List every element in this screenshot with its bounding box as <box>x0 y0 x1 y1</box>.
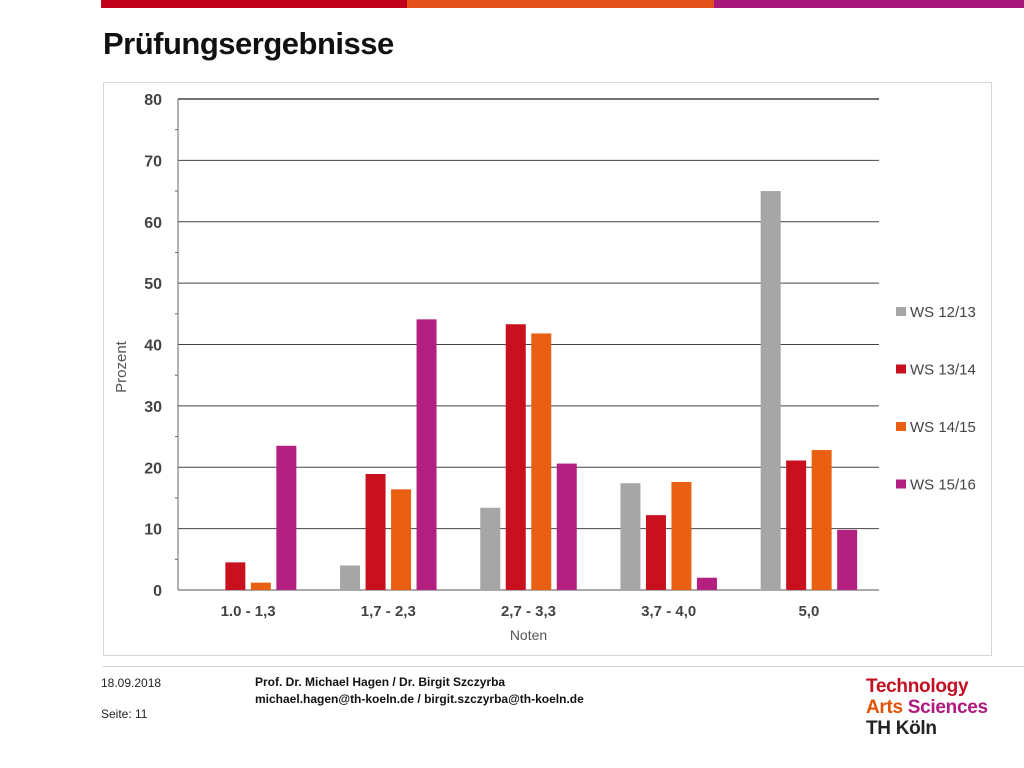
bar <box>837 529 858 590</box>
bar <box>531 333 552 590</box>
bar <box>760 191 781 590</box>
footer-page-number: Seite: 11 <box>101 707 148 721</box>
bar <box>276 445 297 590</box>
x-axis-title: Noten <box>510 627 547 643</box>
legend-swatch <box>896 307 906 316</box>
bar <box>811 450 832 590</box>
y-tick-label: 70 <box>144 153 162 170</box>
bar <box>620 483 641 590</box>
footer-divider <box>103 666 1024 667</box>
y-tick-label: 50 <box>144 276 162 293</box>
y-tick-label: 60 <box>144 215 162 232</box>
bar <box>556 463 577 590</box>
footer-date: 18.09.2018 <box>101 676 162 690</box>
logo-th-koeln: TH Köln <box>866 718 937 739</box>
legend-label: WS 12/13 <box>910 304 976 321</box>
x-tick-label: 3,7 - 4,0 <box>641 603 696 620</box>
bar <box>365 474 386 590</box>
slide-title: Prüfungsergebnisse <box>103 26 394 61</box>
legend-label: WS 13/14 <box>910 362 976 379</box>
bar-chart: 0 10 20 30 40 50 60 70 80 1.0 - 1,3 1,7 - 2,3 2,7 -… <box>113 92 976 643</box>
footer-emails: michael.hagen@th-koeln.de / birgit.szczy… <box>255 692 584 706</box>
y-tick-label: 30 <box>144 399 162 416</box>
legend-swatch <box>896 422 906 431</box>
bar <box>671 481 692 590</box>
bar <box>416 319 437 590</box>
legend-label: WS 15/16 <box>910 477 976 494</box>
x-tick-label: 5,0 <box>798 603 819 620</box>
legend-label: WS 14/15 <box>910 419 976 436</box>
bar <box>250 582 271 590</box>
y-tick-label: 10 <box>144 522 162 539</box>
logo-technology: Technology <box>866 676 969 697</box>
y-tick-label: 80 <box>144 92 162 109</box>
chart-frame: 0 10 20 30 40 50 60 70 80 1.0 - 1,3 1,7 - 2,3 2,7 -… <box>103 82 992 656</box>
accent-segment-magenta <box>714 0 1024 8</box>
accent-segment-red <box>101 0 407 8</box>
bar <box>696 577 717 590</box>
bar <box>645 515 666 590</box>
y-axis-title: Prozent <box>113 340 130 393</box>
y-tick-label: 40 <box>144 338 162 355</box>
bar <box>786 460 807 590</box>
x-tick-label: 1.0 - 1,3 <box>221 603 276 620</box>
accent-segment-orange <box>407 0 714 8</box>
x-tick-label: 1,7 - 2,3 <box>361 603 416 620</box>
top-accent-bar <box>101 0 1024 8</box>
legend-swatch <box>896 364 906 374</box>
bar <box>340 565 361 590</box>
bar <box>391 489 412 590</box>
bar <box>505 324 526 590</box>
x-tick-label: 2,7 - 3,3 <box>501 603 556 620</box>
bar <box>225 562 246 590</box>
th-koeln-logo: Technology Arts Sciences TH Köln <box>866 676 988 739</box>
bar <box>480 507 501 590</box>
footer-authors: Prof. Dr. Michael Hagen / Dr. Birgit Szc… <box>255 675 506 689</box>
legend-swatch <box>896 479 906 489</box>
logo-arts: Arts <box>866 697 903 718</box>
logo-sciences: Sciences <box>907 697 988 718</box>
y-tick-label: 20 <box>144 460 162 477</box>
y-tick-label: 0 <box>153 583 162 600</box>
